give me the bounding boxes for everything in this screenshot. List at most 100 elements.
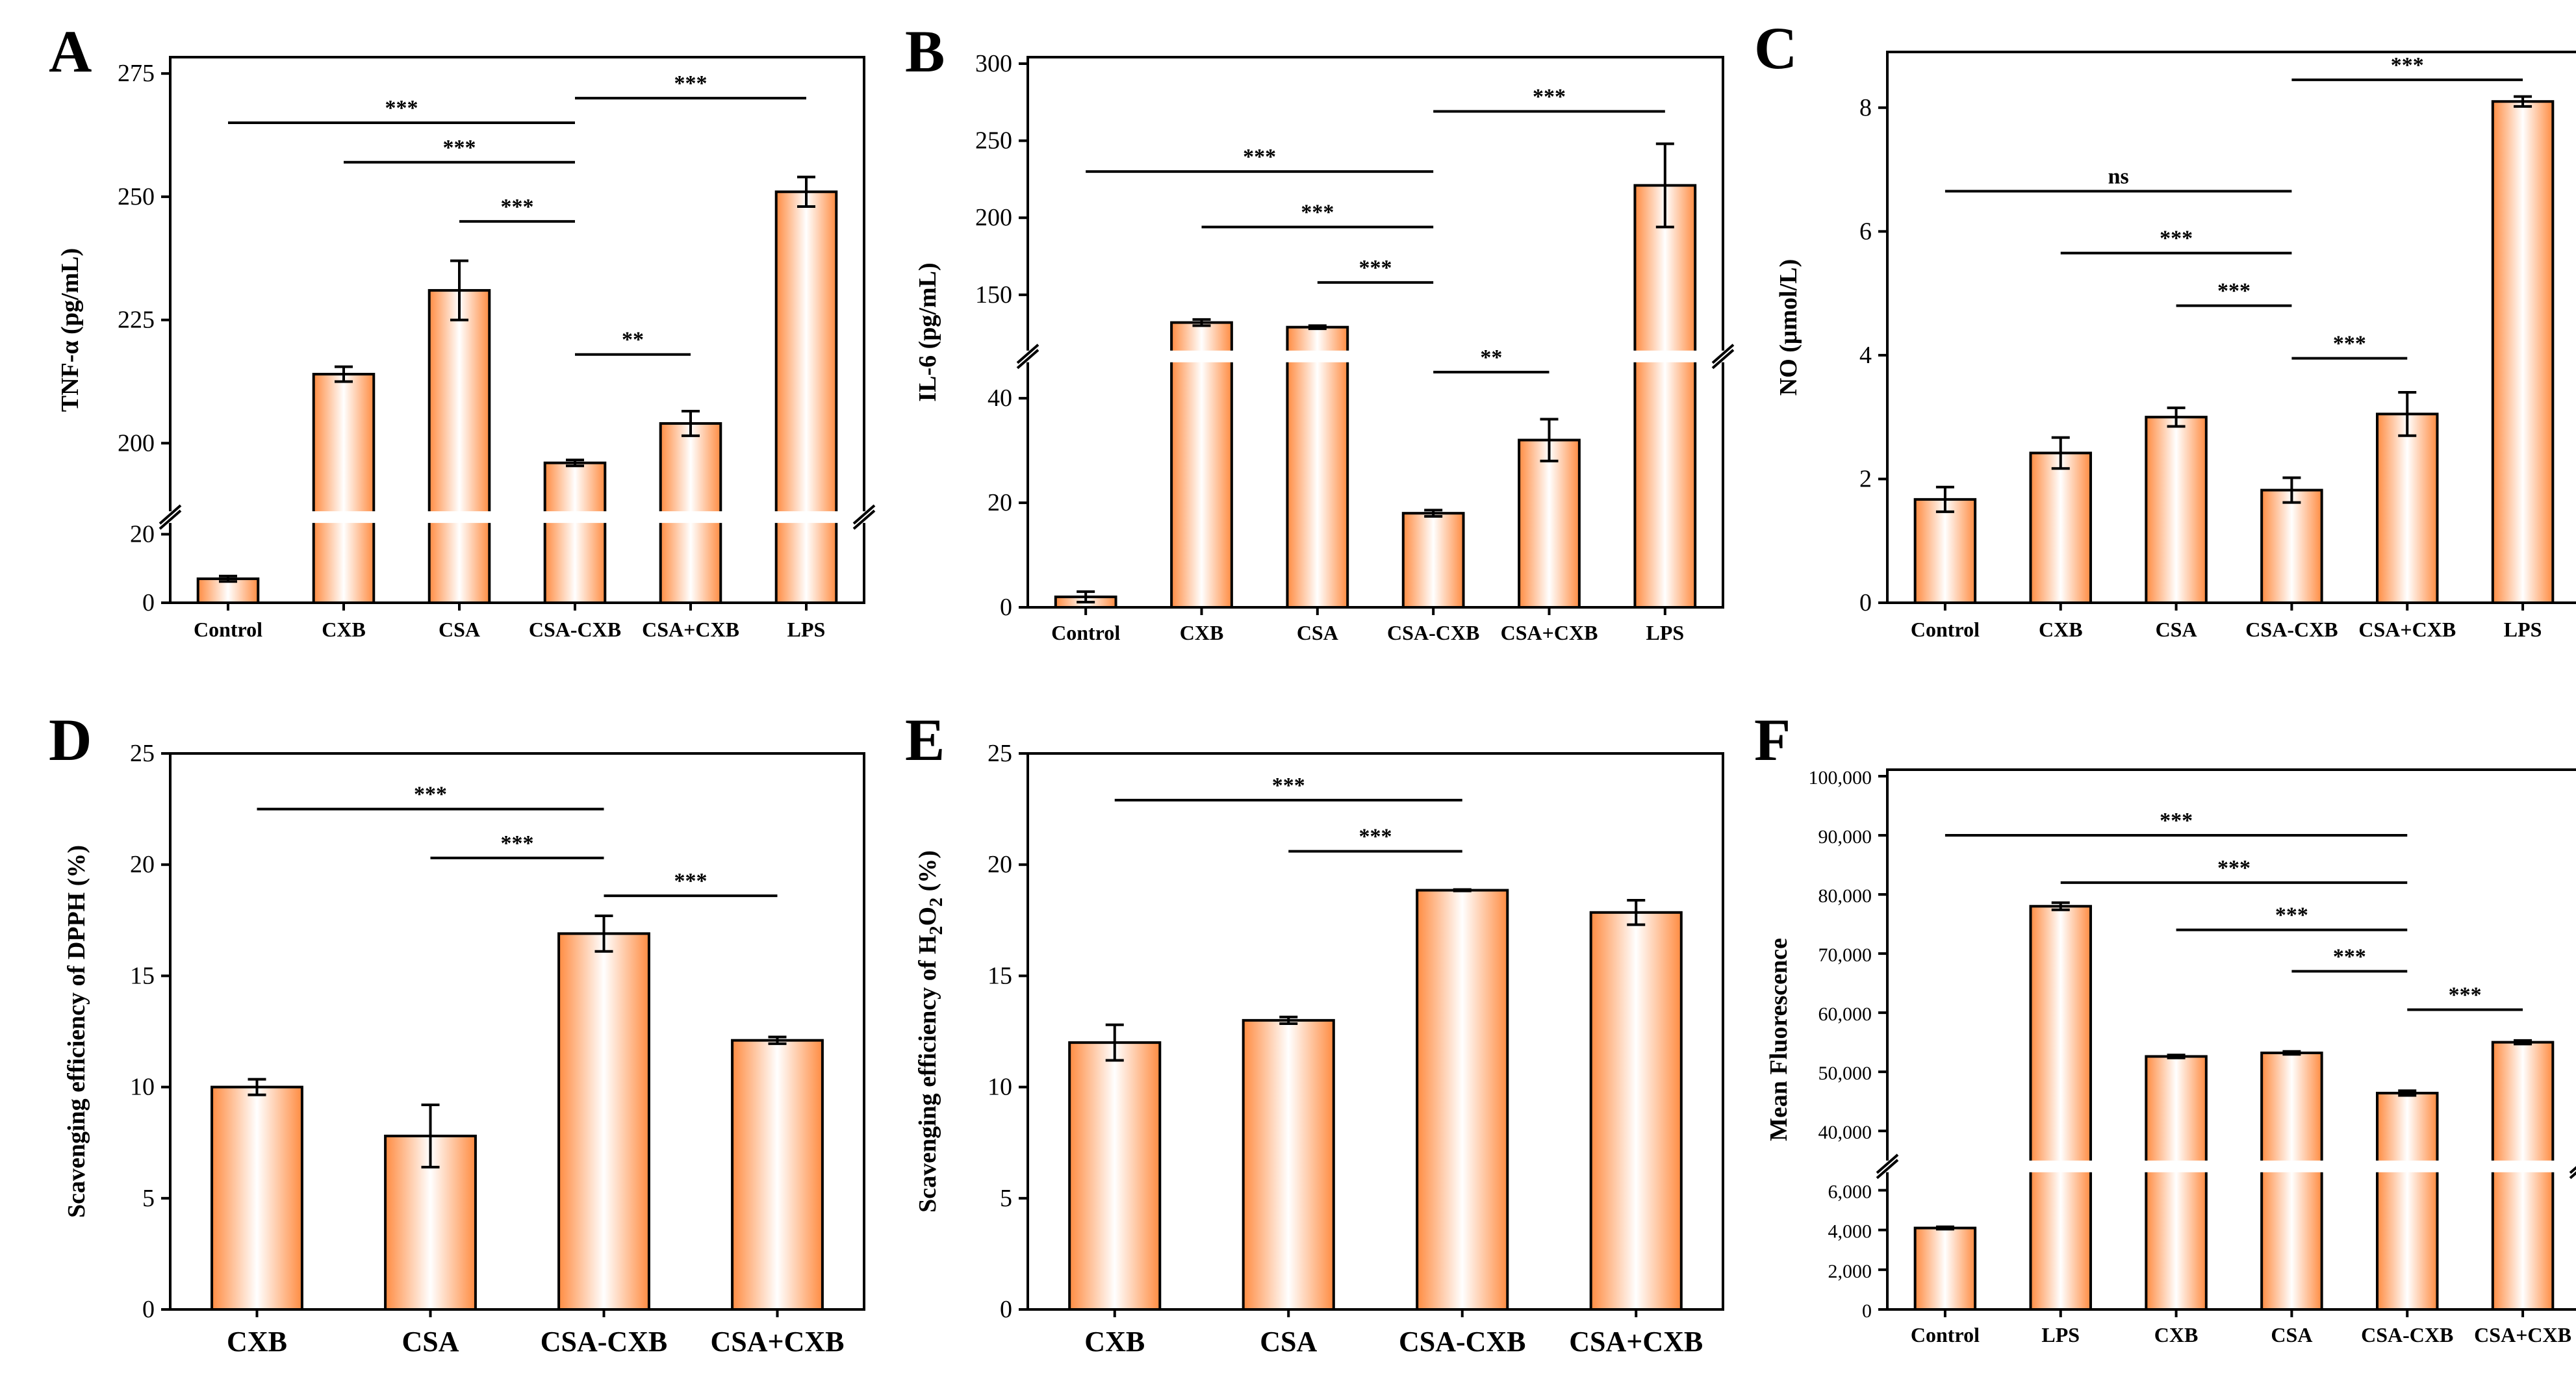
y-tick-label: 50,000 bbox=[1818, 1063, 1872, 1084]
significance-label: *** bbox=[2333, 944, 2366, 968]
break-mark bbox=[2569, 1166, 2576, 1174]
x-tick-label: CSA bbox=[439, 618, 480, 641]
x-tick-label: CSA+CXB bbox=[642, 618, 739, 641]
bar-cxb bbox=[312, 373, 376, 604]
panel-a: A 0 20 200 225 250 275 Control CXB CSA CSA-CXB CSA+… bbox=[49, 18, 884, 641]
axes-frame bbox=[1027, 752, 1724, 1311]
x-tick-label: CSA-CXB bbox=[1399, 1326, 1526, 1358]
significance-bracket: *** bbox=[2176, 903, 2408, 931]
y-tick-label: 25 bbox=[130, 740, 155, 767]
x-tick-label: CXB bbox=[227, 1326, 287, 1358]
y-tick-label: 300 bbox=[975, 50, 1012, 77]
x-tick-label: CXB bbox=[322, 618, 366, 641]
bar-cxb bbox=[2029, 451, 2092, 604]
significance-bracket: *** bbox=[2291, 332, 2408, 360]
significance-label: *** bbox=[2217, 279, 2251, 303]
axis-break bbox=[151, 511, 884, 524]
error-bar bbox=[1627, 898, 1646, 926]
y-tick-label: 250 bbox=[975, 127, 1012, 155]
bar-csa-cxb bbox=[2260, 488, 2323, 604]
y-axis-label: TNF-α (pg/mL) bbox=[57, 248, 84, 412]
error-bar bbox=[2051, 436, 2070, 470]
bar-csa-cxb bbox=[2491, 1041, 2555, 1311]
significance-bracket: *** bbox=[344, 136, 575, 164]
break-mark bbox=[852, 509, 876, 530]
significance-bracket: *** bbox=[2291, 53, 2523, 81]
error-bar bbox=[1077, 590, 1095, 603]
panel-letter: C bbox=[1754, 15, 1797, 81]
bar-lps bbox=[2491, 100, 2555, 604]
axes-frame bbox=[1027, 56, 1724, 609]
significance-label: *** bbox=[674, 71, 708, 95]
y-tick-label: 20 bbox=[988, 851, 1012, 878]
error-bar bbox=[1424, 509, 1443, 518]
y-tick-label: 275 bbox=[118, 60, 155, 87]
error-bar bbox=[1935, 1225, 1954, 1231]
panel-letter: D bbox=[49, 707, 92, 773]
significance-bracket: *** bbox=[1201, 200, 1434, 229]
significance-bracket: *** bbox=[2176, 279, 2292, 307]
panel-d: D 0 5 10 15 20 25 CXB CSA CSA-CXB CSA+CXB Scavengin… bbox=[49, 707, 865, 1358]
bar-cxb bbox=[2145, 1055, 2208, 1311]
error-bar bbox=[1192, 318, 1211, 327]
break-mark bbox=[1876, 1159, 1899, 1180]
y-tick-label: 8 bbox=[1859, 94, 1872, 121]
bar-csa-cxb bbox=[1518, 438, 1581, 609]
significance-bracket: *** bbox=[2291, 944, 2408, 973]
y-tick-label: 10 bbox=[130, 1074, 155, 1101]
y-tick-label: 0 bbox=[1000, 1296, 1012, 1323]
error-bar bbox=[2051, 901, 2070, 911]
y-tick-label: 4,000 bbox=[1828, 1221, 1872, 1243]
y-tick-label: 250 bbox=[118, 183, 155, 210]
x-tick-label: Control bbox=[1051, 621, 1120, 644]
y-tick-label: 15 bbox=[130, 962, 155, 989]
break-mark bbox=[1711, 344, 1735, 364]
significance-bracket: *** bbox=[1433, 85, 1665, 113]
y-tick-label: 200 bbox=[975, 204, 1012, 231]
x-tick-label: LPS bbox=[2041, 1323, 2080, 1346]
y-axis-label: Scavenging efficiency of DPPH (%) bbox=[63, 845, 90, 1218]
x-tick-label: CSA+CXB bbox=[2358, 618, 2456, 641]
significance-bracket: *** bbox=[1317, 256, 1434, 284]
error-bar bbox=[682, 409, 700, 437]
x-tick-label: CSA+CXB bbox=[711, 1326, 845, 1358]
significance-bracket: *** bbox=[1114, 774, 1462, 802]
significance-label: *** bbox=[1301, 200, 1334, 224]
y-tick-label: 60,000 bbox=[1818, 1004, 1872, 1025]
break-mark bbox=[159, 504, 182, 525]
bar-lps bbox=[774, 190, 838, 604]
significance-bracket: *** bbox=[2060, 227, 2292, 255]
y-tick-label: 0 bbox=[1859, 589, 1872, 616]
significance-label: *** bbox=[2160, 227, 2193, 251]
significance-bracket: *** bbox=[2060, 856, 2408, 884]
error-bar bbox=[594, 914, 613, 953]
y-tick-label: 150 bbox=[975, 281, 1012, 309]
bar-cxb bbox=[1068, 1041, 1162, 1311]
error-bar bbox=[1279, 1015, 1298, 1026]
significance-label: *** bbox=[2449, 983, 2482, 1007]
y-tick-label: 225 bbox=[118, 307, 155, 334]
panel-b: B 0 20 40 150 200 250 300 Control CXB CSA CSA-CXB CS… bbox=[905, 18, 1742, 644]
bar-csa bbox=[427, 289, 491, 604]
x-tick-label: CXB bbox=[1180, 621, 1224, 644]
break-mark bbox=[2569, 1171, 2576, 1180]
y-tick-label: 5 bbox=[1000, 1185, 1012, 1212]
bar-csa bbox=[1242, 1018, 1335, 1311]
bar-csa-cxb bbox=[1401, 512, 1465, 609]
bar-csa bbox=[1286, 325, 1349, 609]
error-bar bbox=[1453, 888, 1472, 892]
significance-label: *** bbox=[385, 96, 418, 120]
y-axis-label: NO (μmol/L) bbox=[1775, 259, 1802, 396]
break-mark bbox=[1876, 1154, 1899, 1174]
significance-label: ** bbox=[622, 328, 644, 352]
axis-break bbox=[1868, 1160, 2576, 1172]
significance-label: *** bbox=[501, 831, 534, 855]
x-tick-label: CSA+CXB bbox=[1501, 621, 1598, 644]
error-bar bbox=[768, 1035, 787, 1045]
y-tick-label: 80,000 bbox=[1818, 885, 1872, 907]
y-tick-label: 0 bbox=[1862, 1300, 1872, 1322]
x-tick-label: Control bbox=[1911, 1323, 1980, 1346]
error-bar bbox=[797, 175, 815, 208]
significance-label: *** bbox=[674, 869, 708, 893]
bar-csa-cxb bbox=[1589, 911, 1683, 1311]
